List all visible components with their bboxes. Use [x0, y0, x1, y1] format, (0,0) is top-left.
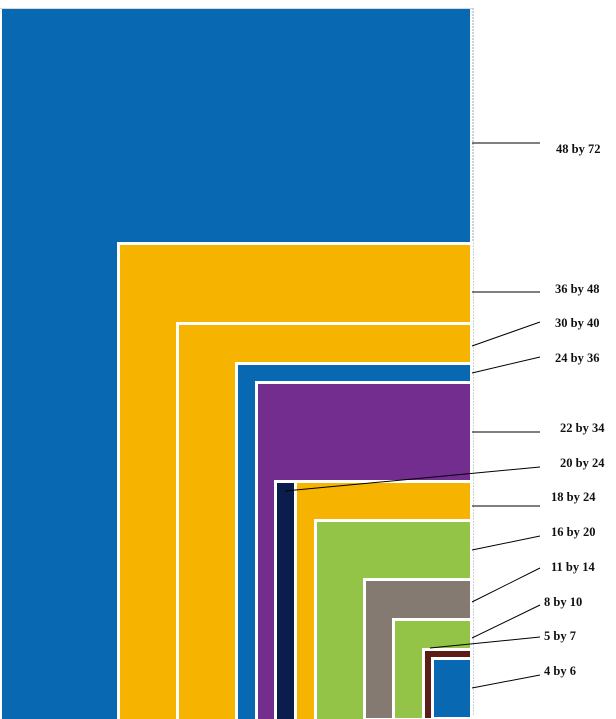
- label-8-by-10: 8 by 10: [544, 595, 582, 609]
- leader-line-8-by-10: [471, 604, 541, 639]
- label-5-by-7: 5 by 7: [544, 629, 576, 643]
- label-36-by-48: 36 by 48: [555, 282, 599, 296]
- leader-line-20-by-24: [284, 466, 541, 492]
- leader-line-24-by-36: [471, 356, 541, 374]
- label-22-by-34: 22 by 34: [560, 421, 605, 435]
- leader-line-4-by-6: [471, 674, 541, 689]
- label-24-by-36: 24 by 36: [555, 351, 599, 365]
- label-18-by-24: 18 by 24: [551, 490, 596, 504]
- label-48-by-72: 48 by 72: [556, 142, 600, 156]
- label-11-by-14: 11 by 14: [551, 560, 596, 574]
- leader-line-5-by-7: [429, 636, 541, 649]
- leader-line-30-by-40: [471, 321, 541, 347]
- label-20-by-24: 20 by 24: [560, 456, 605, 470]
- rect-4-by-6: [431, 657, 473, 719]
- leader-line-16-by-20: [471, 535, 541, 551]
- leader-line-11-by-14: [471, 567, 541, 603]
- label-16-by-20: 16 by 20: [551, 525, 595, 539]
- label-30-by-40: 30 by 40: [555, 316, 599, 330]
- label-4-by-6: 4 by 6: [544, 664, 576, 678]
